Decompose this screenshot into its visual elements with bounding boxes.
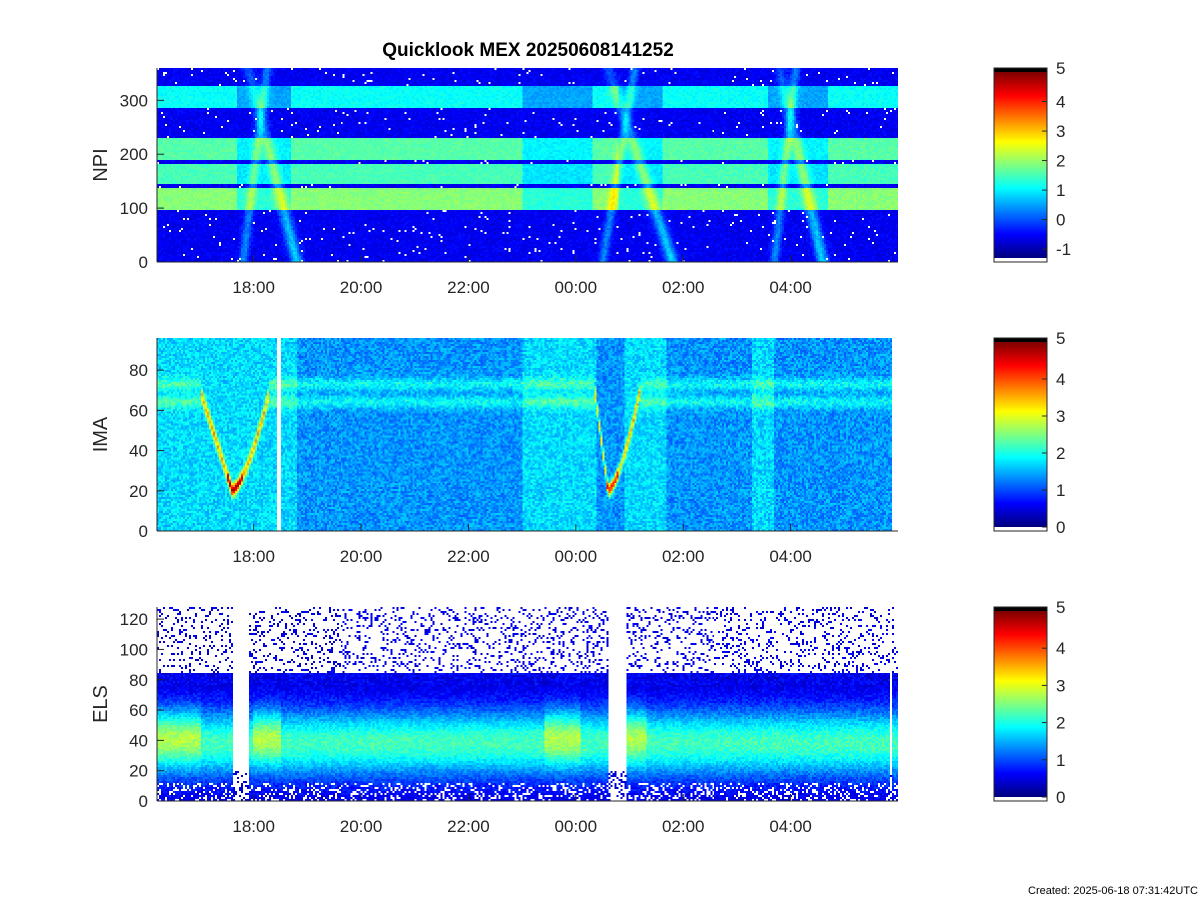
y-tick-label: 100 xyxy=(120,199,148,218)
colorbar-tick-label: -1 xyxy=(1056,240,1071,259)
x-tick-label: 18:00 xyxy=(232,817,275,836)
y-tick-label: 80 xyxy=(129,671,148,690)
colorbar-top-cap xyxy=(994,68,1047,72)
colorbar-tick-label: 2 xyxy=(1056,714,1065,733)
y-tick-label: 60 xyxy=(129,701,148,720)
colorbar-tick-label: 3 xyxy=(1056,122,1065,141)
x-tick-label: 04:00 xyxy=(769,547,812,566)
colorbar-bottom-cap xyxy=(994,527,1047,531)
x-tick-label: 18:00 xyxy=(232,278,275,297)
x-tick-label: 02:00 xyxy=(662,547,705,566)
colorbar-ima: 0 1 2 3 4 5 xyxy=(993,329,1065,537)
colorbar-tick-label: 2 xyxy=(1056,152,1065,171)
x-tick-label: 02:00 xyxy=(662,278,705,297)
colorbar-gradient xyxy=(994,611,1047,797)
y-tick-label: 0 xyxy=(139,792,148,811)
panel-npi: 0 100 200 300 18:00 20:00 22:00 00:00 02:00 04:00… xyxy=(90,59,1071,297)
heatmap-els xyxy=(157,607,898,801)
x-tick-label: 22:00 xyxy=(447,278,490,297)
figure-title: Quicklook MEX 20250608141252 xyxy=(382,40,674,61)
colorbar-tick-label: 2 xyxy=(1056,444,1065,463)
y-tick-label: 40 xyxy=(129,442,148,461)
heatmap-npi xyxy=(157,68,898,262)
x-tick-label: 02:00 xyxy=(662,817,705,836)
colorbar-tick-label: 3 xyxy=(1056,676,1065,695)
x-tick-label: 20:00 xyxy=(340,817,383,836)
x-tick-label: 22:00 xyxy=(447,817,490,836)
y-tick-label: 100 xyxy=(120,640,148,659)
y-tick-label: 60 xyxy=(129,401,148,420)
x-tick-label: 00:00 xyxy=(555,547,598,566)
y-tick-label: 120 xyxy=(120,610,148,629)
colorbar-tick-label: 4 xyxy=(1056,370,1065,389)
colorbar-frame xyxy=(993,606,1048,802)
y-tick-label: 40 xyxy=(129,731,148,750)
heatmap-ima xyxy=(157,338,898,531)
x-tick-label: 04:00 xyxy=(769,278,812,297)
colorbar-npi: -1 0 1 2 3 4 5 xyxy=(993,59,1071,263)
colorbar-tick-label: 5 xyxy=(1056,329,1065,348)
y-tick-label: 300 xyxy=(120,91,148,110)
colorbar-top-cap xyxy=(994,338,1047,342)
y-tick-label: 0 xyxy=(139,522,148,541)
y-axis-label: IMA xyxy=(90,416,112,452)
x-tick-label: 00:00 xyxy=(555,817,598,836)
x-tick-label: 20:00 xyxy=(340,278,383,297)
colorbar-tick-label: 4 xyxy=(1056,639,1065,658)
colorbar-tick-label: 0 xyxy=(1056,211,1065,230)
x-tick-label: 18:00 xyxy=(232,547,275,566)
colorbar-tick-label: 5 xyxy=(1056,598,1065,617)
colorbar-els: 0 1 2 3 4 5 xyxy=(993,598,1065,807)
y-tick-label: 0 xyxy=(139,253,148,272)
x-tick-label: 04:00 xyxy=(769,817,812,836)
colorbar-frame xyxy=(993,67,1048,263)
created-timestamp: Created: 2025-06-18 07:31:42UTC xyxy=(1028,885,1198,897)
colorbar-bottom-cap xyxy=(994,258,1047,262)
x-tick-label: 20:00 xyxy=(340,547,383,566)
x-tick-label: 22:00 xyxy=(447,547,490,566)
y-axis-label: NPI xyxy=(90,148,112,181)
colorbar-gradient xyxy=(994,72,1047,258)
y-tick-label: 20 xyxy=(129,762,148,781)
x-tick-label: 00:00 xyxy=(555,278,598,297)
colorbar-tick-label: 1 xyxy=(1056,181,1065,200)
colorbar-tick-label: 4 xyxy=(1056,93,1065,112)
y-tick-label: 200 xyxy=(120,145,148,164)
colorbar-top-cap xyxy=(994,607,1047,611)
colorbar-frame xyxy=(993,337,1048,532)
colorbar-tick-label: 0 xyxy=(1056,518,1065,537)
colorbar-tick-label: 1 xyxy=(1056,751,1065,770)
y-axis-label: ELS xyxy=(90,685,112,723)
colorbar-tick-label: 0 xyxy=(1056,788,1065,807)
y-tick-label: 20 xyxy=(129,482,148,501)
y-tick-label: 80 xyxy=(129,361,148,380)
colorbar-bottom-cap xyxy=(994,797,1047,801)
colorbar-tick-label: 3 xyxy=(1056,407,1065,426)
colorbar-gradient xyxy=(994,342,1047,527)
colorbar-tick-label: 1 xyxy=(1056,481,1065,500)
colorbar-tick-label: 5 xyxy=(1056,59,1065,78)
